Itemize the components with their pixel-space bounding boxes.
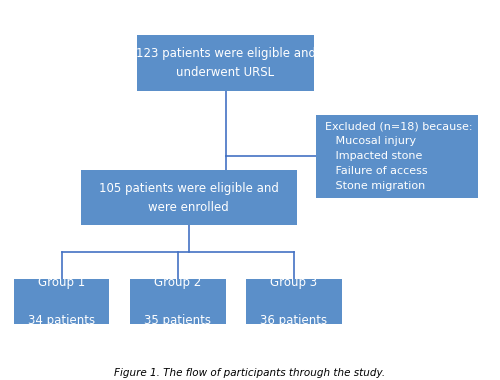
Text: Figure 1. The flow of participants through the study.: Figure 1. The flow of participants throu… (114, 368, 386, 378)
FancyBboxPatch shape (14, 279, 110, 324)
FancyBboxPatch shape (316, 115, 478, 198)
Text: Group 2

35 patients: Group 2 35 patients (144, 276, 211, 327)
Text: Group 1

34 patients: Group 1 34 patients (28, 276, 95, 327)
FancyBboxPatch shape (130, 279, 226, 324)
FancyBboxPatch shape (246, 279, 342, 324)
Text: 105 patients were eligible and
were enrolled: 105 patients were eligible and were enro… (99, 182, 278, 214)
FancyBboxPatch shape (81, 170, 296, 225)
Text: Excluded (n=18) because:
   Mucosal injury
   Impacted stone
   Failure of acces: Excluded (n=18) because: Mucosal injury … (325, 122, 472, 191)
Text: 123 patients were eligible and
underwent URSL: 123 patients were eligible and underwent… (136, 47, 316, 79)
FancyBboxPatch shape (138, 35, 314, 90)
Text: Group 3

36 patients: Group 3 36 patients (260, 276, 328, 327)
